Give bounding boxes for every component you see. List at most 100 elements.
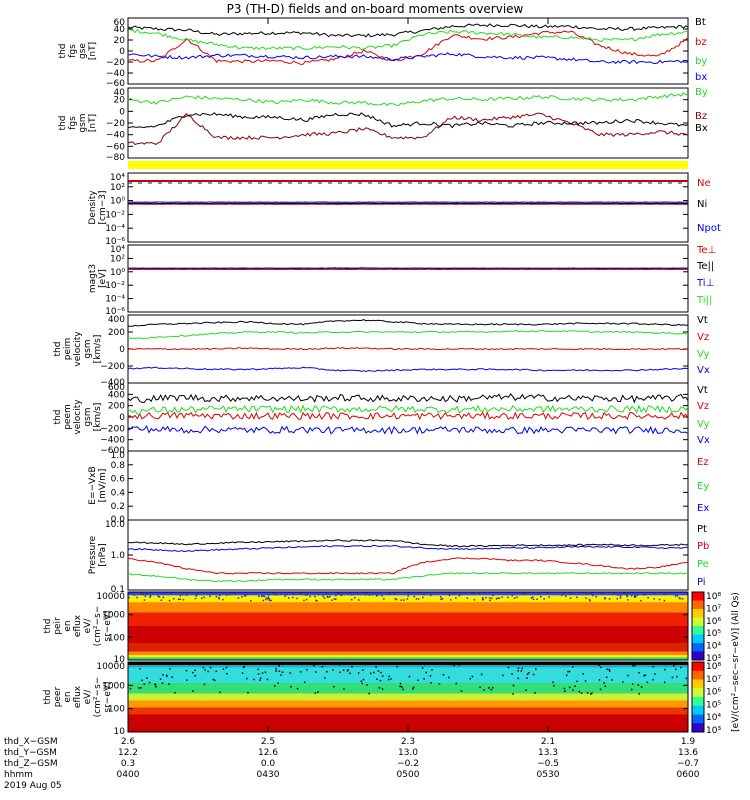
spectrogram-speckle	[627, 599, 629, 601]
spectrogram-speckle	[172, 597, 175, 600]
spectrogram-speckle	[591, 692, 593, 694]
legend-label: Vy	[697, 349, 710, 360]
spectrogram-speckle	[192, 690, 194, 692]
spectrogram-speckle	[162, 596, 165, 599]
spectrogram-speckle	[324, 677, 326, 679]
y-axis-label: gsm	[83, 407, 93, 426]
spectrogram-speckle	[219, 691, 221, 694]
spectrogram-speckle	[185, 669, 188, 672]
x-axis-value: 0.0	[261, 759, 276, 769]
spectrogram-speckle	[563, 690, 566, 692]
panel-frame	[127, 17, 689, 85]
spectrogram-speckle	[149, 596, 151, 598]
spectrogram-speckle	[225, 666, 228, 669]
spectrogram-speckle	[537, 593, 539, 595]
spectrogram-speckle	[360, 680, 363, 683]
panel-frame	[127, 382, 689, 452]
spectrogram-speckle	[375, 666, 377, 668]
spectrogram-speckle	[241, 595, 243, 598]
y-tick-label: 0.4	[111, 488, 126, 498]
y-axis-label: thd	[53, 410, 63, 425]
spectrogram-speckle	[440, 598, 442, 601]
spectrogram-speckle	[658, 598, 661, 601]
spectrogram-speckle	[564, 595, 567, 597]
series-line-Vy	[127, 329, 689, 340]
spectrogram-speckle	[421, 667, 424, 669]
spectrogram-speckle	[422, 596, 424, 599]
series-line-Vz	[127, 346, 689, 351]
spectrogram-speckle	[663, 599, 666, 602]
x-axis-value: −0.5	[537, 759, 559, 769]
spectrogram-speckle	[368, 692, 370, 695]
y-tick-label: 20	[114, 96, 126, 106]
spectrogram-band	[128, 612, 688, 626]
spectrogram-speckle	[168, 683, 170, 685]
spectrogram-speckle	[399, 682, 402, 685]
spectrogram-speckle	[350, 598, 353, 601]
spectrogram-speckle	[314, 692, 317, 694]
spectrogram-speckle	[633, 595, 636, 597]
spectrogram-speckle	[321, 666, 324, 668]
spectrogram-speckle	[595, 595, 597, 598]
colorbar-segment	[692, 609, 704, 618]
y-tick-label: −80	[106, 153, 125, 163]
y-tick-label: −60	[106, 142, 125, 152]
spectrogram-speckle	[383, 598, 385, 600]
spectrogram-speckle	[270, 599, 272, 602]
spectrogram-speckle	[429, 594, 432, 597]
spectrogram-speckle	[412, 688, 414, 690]
y-axis-label: peim	[63, 338, 73, 361]
spectrogram-speckle	[598, 679, 601, 681]
spectrogram-speckle	[306, 668, 308, 671]
y-tick-label: 10⁰	[110, 268, 125, 278]
spectrogram-speckle	[536, 598, 538, 601]
colorbar-segment	[692, 617, 704, 627]
spectrogram-speckle	[530, 597, 533, 599]
colorbar-segment	[692, 688, 704, 698]
spectrogram-speckle	[288, 597, 290, 599]
spectrogram-speckle	[626, 594, 628, 597]
spectrogram-speckle	[481, 598, 484, 601]
spectrogram-speckle	[569, 592, 571, 594]
spectrogram-speckle	[241, 672, 244, 674]
spectrogram-speckle	[381, 594, 383, 597]
spectrogram-speckle	[626, 595, 629, 598]
spectrogram-speckle	[237, 597, 240, 599]
spectrogram-speckle	[192, 671, 194, 674]
colorbar-segment	[692, 705, 704, 715]
spectrogram-band	[128, 643, 688, 652]
spectrogram-speckle	[243, 665, 246, 668]
spectrogram-speckle	[652, 666, 654, 668]
y-tick-label: 10⁻⁴	[105, 224, 125, 234]
spectrogram-speckle	[517, 669, 519, 672]
quality-bar	[128, 161, 688, 169]
y-axis-label: E=−VxB	[88, 466, 98, 504]
y-tick-label: 60	[114, 18, 126, 28]
spectrogram-speckle	[623, 592, 625, 595]
colorbar-segment	[692, 634, 704, 644]
colorbar-tick-label: 10⁸	[706, 592, 721, 602]
y-tick-label: 0	[119, 107, 125, 117]
spectrogram-speckle	[366, 592, 368, 594]
spectrogram-speckle	[585, 597, 587, 599]
spectrogram-speckle	[520, 670, 523, 672]
spectrogram-speckle	[278, 670, 281, 673]
spectrogram-speckle	[351, 665, 353, 668]
y-tick-label: 100	[108, 633, 125, 643]
spectrogram-speckle	[259, 677, 262, 679]
spectrogram-speckle	[611, 679, 613, 681]
spectrogram-speckle	[138, 687, 140, 689]
spectrogram-speckle	[157, 595, 159, 597]
spectrogram-speckle	[348, 592, 351, 594]
spectrogram-speckle	[299, 592, 301, 595]
y-axis-label: fgs	[68, 116, 78, 130]
spectrogram-speckle	[608, 670, 611, 672]
series-line-bx	[128, 52, 689, 65]
legend-label: bz	[695, 37, 707, 48]
spectrogram-speckle	[264, 671, 267, 673]
spectrogram-speckle	[525, 689, 527, 691]
spectrogram-speckle	[207, 670, 209, 673]
spectrogram-speckle	[267, 594, 270, 596]
spectrogram-speckle	[412, 686, 415, 689]
spectrogram-speckle	[179, 598, 182, 601]
